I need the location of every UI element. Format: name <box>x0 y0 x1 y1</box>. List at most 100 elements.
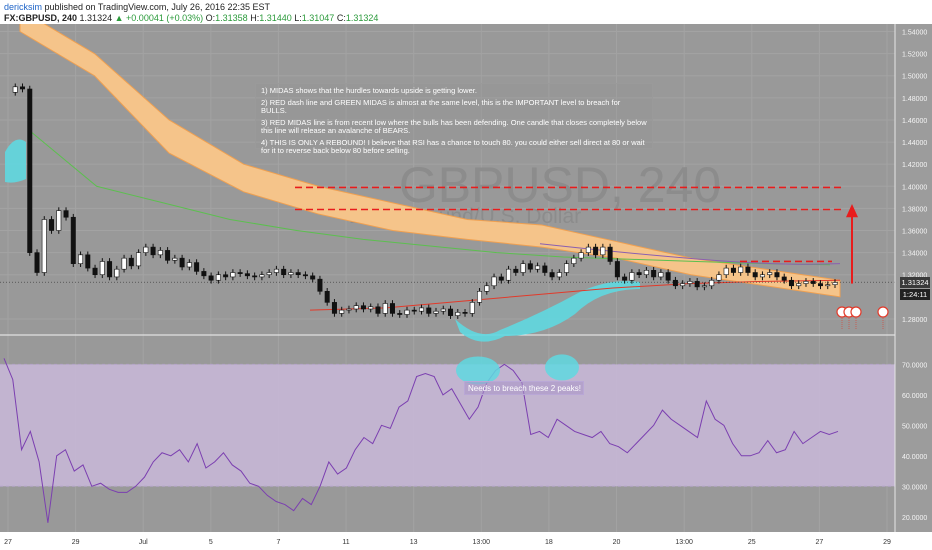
candlestick-series <box>12 83 838 319</box>
candle-down <box>817 283 823 287</box>
up-arrow-icon: ▲ <box>114 13 124 23</box>
candle-down <box>252 275 258 278</box>
candle-down <box>92 267 98 276</box>
candle-down <box>665 272 671 281</box>
note-line-1: 1) MIDAS shows that the hurdles towards … <box>261 86 477 95</box>
candle-up <box>564 263 570 273</box>
candle-up <box>796 283 802 287</box>
candle-up <box>215 274 221 281</box>
candle-up <box>121 257 127 270</box>
candle-down <box>302 274 308 277</box>
candle-up <box>56 210 62 231</box>
high-label: H: <box>250 13 260 23</box>
candle-down <box>607 246 613 262</box>
candle-up <box>136 252 142 267</box>
price-tick-label: 1.46000 <box>902 118 927 125</box>
close-label: C: <box>336 13 346 23</box>
candle-up <box>578 252 584 259</box>
candle-down <box>244 273 250 277</box>
dashed-levels <box>295 186 858 284</box>
candle-down <box>542 265 548 273</box>
candle-down <box>448 308 454 316</box>
rsi-tick-label: 60.0000 <box>902 393 927 400</box>
candle-up <box>404 309 410 315</box>
candle-up <box>273 268 279 273</box>
candle-down <box>194 262 200 272</box>
candle-up <box>738 266 744 273</box>
candle-up <box>600 246 606 256</box>
low-value: 1.31047 <box>301 13 335 23</box>
candle-up <box>723 267 729 276</box>
candle-up <box>339 309 345 314</box>
open-label: O: <box>205 13 216 23</box>
candle-down <box>201 271 207 277</box>
candle-down <box>281 268 287 276</box>
candle-down <box>310 275 316 280</box>
candle-down <box>389 303 395 314</box>
chart-canvas[interactable]: GBPUSD, 240 British Pound/U.S. Dollar 1.… <box>0 24 932 550</box>
chart-markers <box>836 306 889 330</box>
candle-down <box>788 279 794 287</box>
candle-up <box>825 284 831 287</box>
candle-up <box>687 281 693 284</box>
publish-info: published on TradingView.com, July 26, 2… <box>42 2 270 12</box>
candle-down <box>672 279 678 287</box>
candle-down <box>774 272 780 278</box>
candle-up <box>12 86 18 93</box>
candle-down <box>70 216 76 264</box>
note-line-3: 3) RED MIDAS line is from recent low whe… <box>261 118 647 135</box>
candle-down <box>694 281 700 288</box>
price-tick-label: 1.28000 <box>902 317 927 324</box>
time-tick-label: 7 <box>277 539 281 546</box>
price-tick-label: 1.44000 <box>902 140 927 147</box>
candle-up <box>643 270 649 276</box>
time-tick-label: 29 <box>72 539 80 546</box>
candle-down <box>165 250 171 261</box>
candle-down <box>237 272 243 274</box>
time-axis-background <box>0 532 932 550</box>
candle-down <box>295 272 301 276</box>
candle-up <box>368 306 374 310</box>
analysis-note: 1) MIDAS shows that the hurdles towards … <box>255 83 653 155</box>
candle-down <box>651 270 657 278</box>
cyan-band-right <box>455 281 640 342</box>
ohlc-line: FX:GBPUSD, 240 1.31324 ▲ +0.00041 (+0.03… <box>4 13 378 23</box>
candle-up <box>455 312 461 316</box>
note-line-2: 2) RED dash line and GREEN MIDAS is almo… <box>261 98 621 115</box>
candle-down <box>614 261 620 278</box>
low-label: L: <box>294 13 302 23</box>
candle-down <box>324 291 330 303</box>
time-tick-label: 18 <box>545 539 553 546</box>
candle-up <box>571 257 577 264</box>
candle-up <box>716 274 722 281</box>
candle-up <box>99 261 105 276</box>
candle-down <box>730 267 736 273</box>
candle-up <box>759 274 765 278</box>
rsi-tick-label: 30.0000 <box>902 484 927 491</box>
rsi-tick-label: 40.0000 <box>902 454 927 461</box>
author-link[interactable]: dericksim <box>4 2 43 12</box>
time-tick-label: 13:00 <box>675 539 693 546</box>
candle-up <box>701 285 707 288</box>
candle-up <box>469 302 475 314</box>
rsi-band <box>0 364 895 487</box>
candle-down <box>150 246 156 256</box>
price-tick-label: 1.32000 <box>902 273 927 280</box>
countdown-tag: 1:24:11 <box>900 289 930 300</box>
price-tick-label: 1.54000 <box>902 30 927 37</box>
candle-up <box>629 272 635 281</box>
candle-up <box>266 272 272 276</box>
rsi-panel <box>0 354 895 523</box>
candle-down <box>375 306 381 314</box>
candle-down <box>513 268 519 273</box>
orange-band-area <box>19 24 841 298</box>
candle-up <box>382 303 388 314</box>
time-tick-label: 27 <box>815 539 823 546</box>
candle-up <box>767 272 773 276</box>
candle-up <box>172 257 178 261</box>
candle-down <box>622 276 628 281</box>
candle-up <box>440 308 446 312</box>
candle-up <box>143 246 149 253</box>
candle-up <box>41 219 47 273</box>
candle-up <box>477 291 483 303</box>
